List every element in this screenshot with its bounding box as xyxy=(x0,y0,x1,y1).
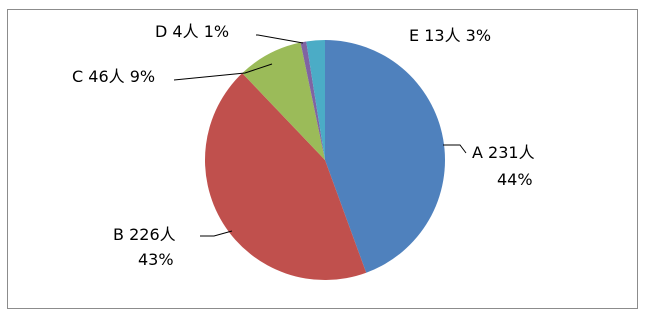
leader-line-c xyxy=(173,63,273,81)
leader-line-a xyxy=(443,144,467,154)
leader-lines xyxy=(173,34,467,237)
label-a-line1: A 231人 xyxy=(472,143,535,162)
pie-slices xyxy=(204,40,446,281)
pie-slice-b xyxy=(204,73,367,281)
label-b-line2: 43% xyxy=(138,250,174,269)
label-d: D 4人 1% xyxy=(155,22,229,41)
label-e: E 13人 3% xyxy=(409,26,491,45)
data-labels: A 231人 44% B 226人 43% C 46人 9% D 4人 1% E… xyxy=(72,22,535,269)
label-c: C 46人 9% xyxy=(72,67,155,86)
pie-slice-e xyxy=(306,40,325,160)
leader-line-b xyxy=(200,230,233,237)
label-a-line2: 44% xyxy=(497,170,533,189)
pie-slice-d xyxy=(300,41,325,161)
pie-slice-c xyxy=(242,42,325,160)
pie-slice-a xyxy=(325,40,446,273)
leader-line-d xyxy=(256,34,304,44)
label-b-line1: B 226人 xyxy=(113,225,176,244)
